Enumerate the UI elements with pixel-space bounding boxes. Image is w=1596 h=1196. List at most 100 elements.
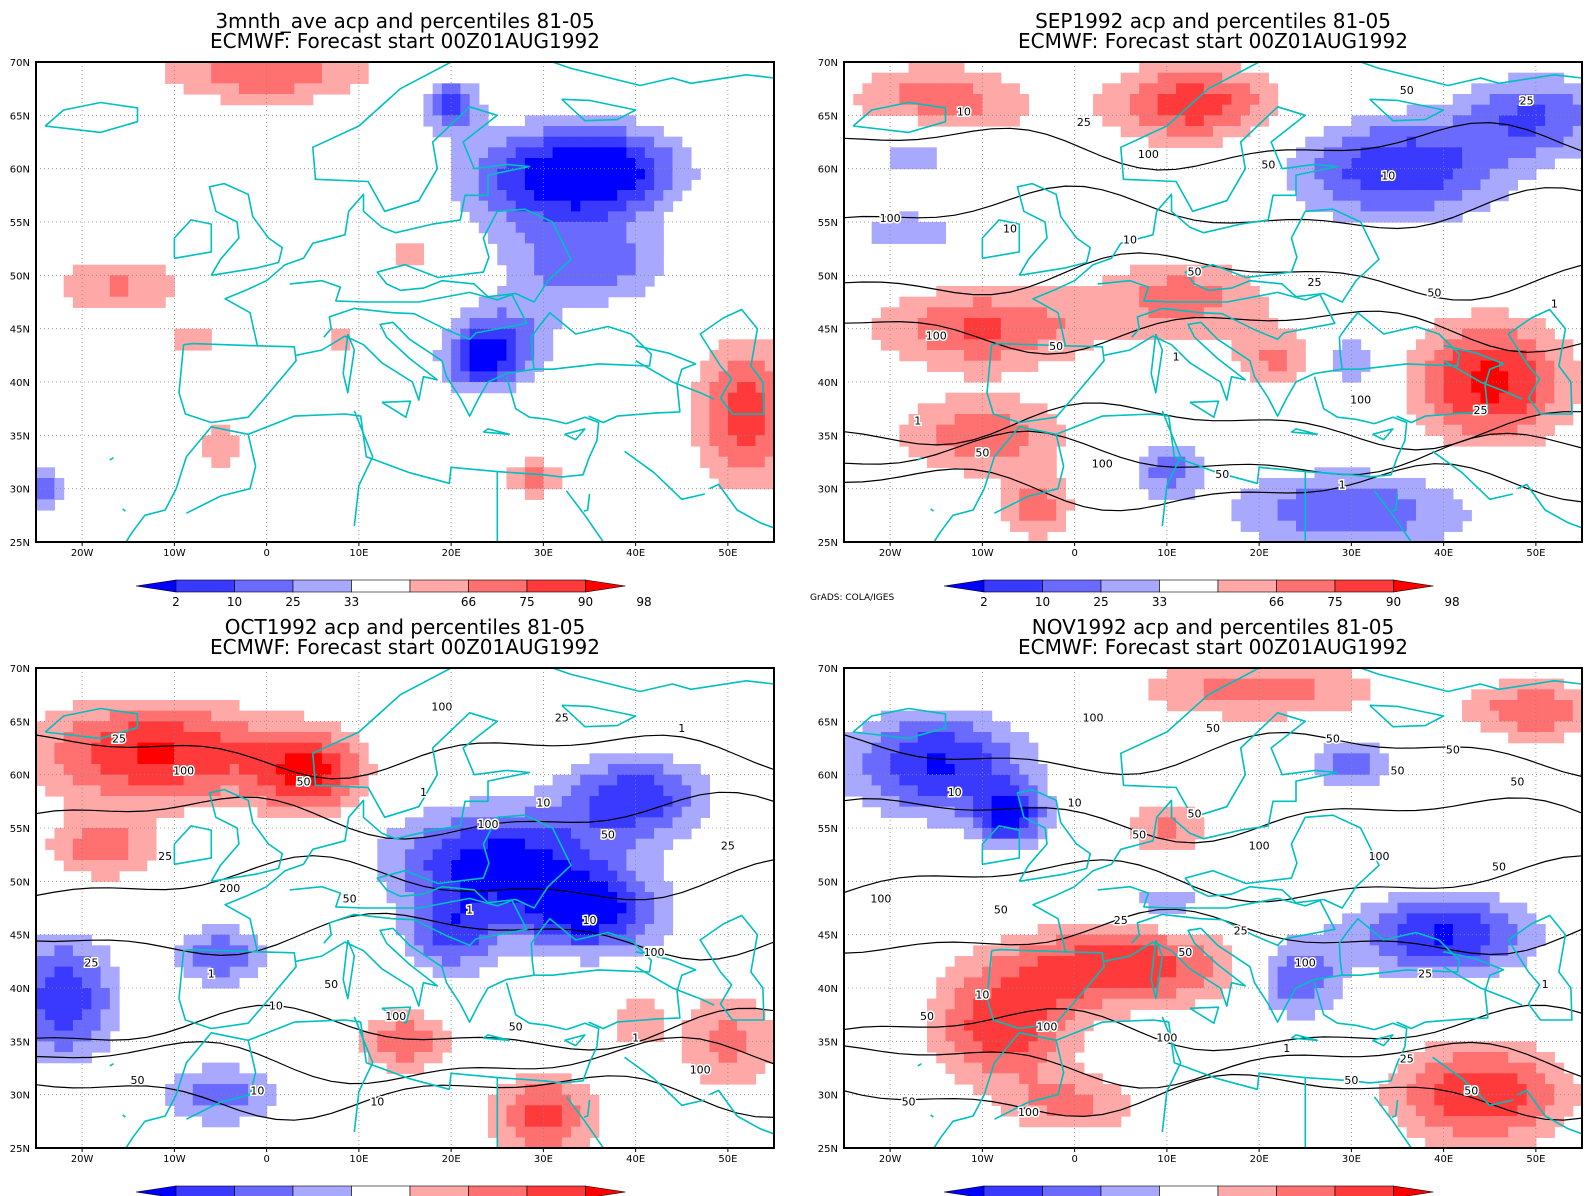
field-cell [1240,510,1251,522]
field-cell [552,1126,563,1138]
field-cell [312,62,323,74]
field-cell [1019,1052,1030,1064]
field-cell [755,1020,766,1032]
field-cell [1166,328,1177,340]
field-cell [395,243,406,255]
field-cell [497,158,508,170]
coastline [994,434,1065,514]
field-cell [663,158,674,170]
field-cell [1443,424,1454,436]
field-cell [936,1020,947,1032]
field-cell [220,710,231,722]
field-cell [1508,350,1519,362]
field-cell [1517,700,1528,712]
field-cell [543,934,554,946]
field-cell [1065,318,1076,330]
field-cell [561,828,572,840]
field-cell [192,339,203,351]
field-cell [936,222,947,234]
field-cell [954,721,965,733]
field-cell [1046,1020,1057,1032]
field-cell [1545,94,1555,106]
field-cell [635,264,646,276]
field-cell [1342,467,1352,479]
field-cell [91,870,102,882]
field-cell [1268,988,1279,1000]
field-cell [1185,977,1196,989]
field-cell [1332,956,1343,968]
field-cell [174,700,185,712]
field-cell [1443,136,1454,148]
field-cell [183,710,194,722]
field-cell [936,286,947,298]
field-cell [432,902,443,914]
field-cell [617,828,627,840]
field-cell [1065,1073,1076,1085]
field-cell [1028,499,1039,511]
field-cell [945,1009,956,1021]
field-cell [1296,531,1306,542]
field-cell [561,200,572,212]
field-cell [1277,945,1288,957]
field-cell [1517,1052,1528,1064]
field-cell [1471,200,1482,212]
field-cell [488,870,498,882]
field-cell [617,136,627,148]
field-cell [275,721,286,733]
field-cell [607,774,618,786]
field-cell [1452,200,1463,212]
field-cell [1176,264,1186,276]
field-cell [82,828,92,840]
field-cell [45,998,56,1010]
field-cell [963,1062,974,1074]
field-cell [1323,136,1334,148]
coastline [1372,428,1394,441]
field-cell [991,72,1002,84]
field-cell [1498,318,1509,330]
field-cell [1415,499,1426,511]
field-cell [515,1084,526,1096]
field-cell [899,83,910,95]
field-cell [266,806,277,818]
field-cell [954,115,965,127]
field-cell [1148,456,1159,468]
field-cell [1462,1116,1472,1128]
field-cell [1434,520,1445,532]
lon-tick-label: 0 [1071,548,1077,559]
field-cell [1489,1116,1500,1128]
field-cell [1010,817,1020,829]
field-cell [1046,1094,1057,1106]
field-cell [469,902,480,914]
field-cell [936,350,947,362]
field-cell [1176,966,1186,978]
field-cell [1480,360,1491,372]
field-cell [927,403,937,415]
field-cell [1083,956,1094,968]
field-cell [1452,350,1463,362]
field-cell [1046,424,1057,436]
field-cell [963,998,974,1010]
field-cell [460,136,471,148]
field-cell [991,721,1002,733]
field-cell [220,446,231,458]
field-cell [174,72,185,84]
field-cell [358,774,369,786]
field-cell [598,136,609,148]
field-cell [991,817,1002,829]
field-cell [63,806,74,818]
field-cell [690,1052,701,1064]
field-cell [220,1062,231,1074]
field-cell [1148,72,1159,84]
field-cell [1425,1084,1435,1096]
field-cell [303,62,314,74]
field-cell [552,881,563,893]
field-cell [321,774,332,786]
field-cell [1166,286,1177,298]
field-cell [880,328,891,340]
field-cell [945,350,956,362]
colorbar-arrow-left [135,579,177,593]
field-cell [229,446,240,458]
field-cell [395,870,406,882]
contour-label: 50 [297,775,311,788]
field-cell [561,902,572,914]
